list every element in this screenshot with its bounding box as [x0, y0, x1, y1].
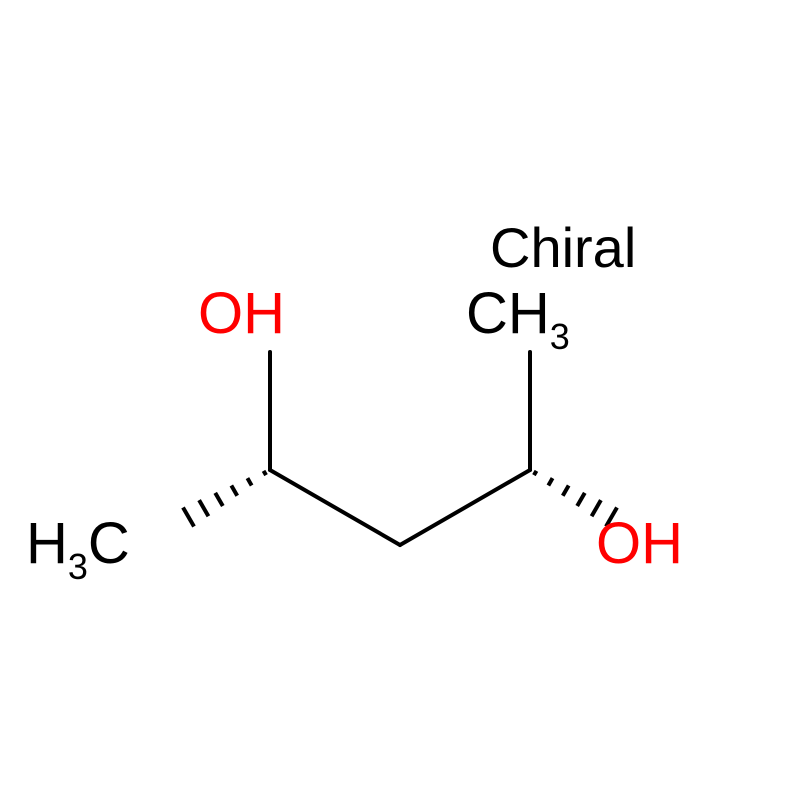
molecule-canvas: Chiral OH OH CH3 H3C — [0, 0, 800, 800]
bond-single-0 — [270, 470, 400, 545]
annot-chiral: Chiral — [490, 215, 636, 280]
bond-layer — [0, 0, 800, 800]
label-ch3-left: H3C — [26, 510, 130, 585]
label-oh-right: OH — [596, 510, 683, 577]
bond-single-1 — [400, 470, 530, 545]
label-oh-top: OH — [198, 280, 285, 347]
bond-hash-0 — [183, 471, 266, 527]
label-ch3-top: CH3 — [466, 280, 570, 355]
